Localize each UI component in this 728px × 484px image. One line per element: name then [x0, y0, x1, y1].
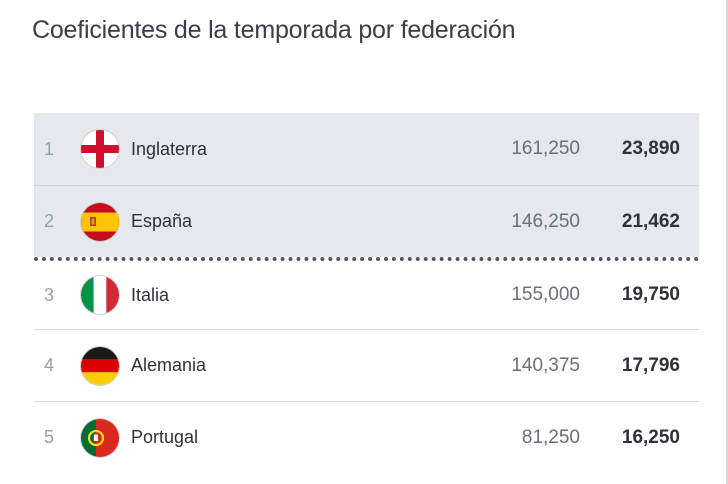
- country-name: Italia: [131, 284, 170, 305]
- pro-value: 16,250: [621, 426, 680, 448]
- table-row[interactable]: 5 Portugal 81,250 16,250: [34, 401, 699, 473]
- country-name: Inglaterra: [131, 138, 208, 159]
- portugal-flag-icon: [81, 418, 119, 457]
- page-title: Coeficientes de la temporada por federac…: [32, 16, 516, 44]
- rank-number: 1: [44, 138, 55, 159]
- table-row[interactable]: 1 Inglaterra 161,250 23,890: [34, 113, 699, 185]
- pro-value: 19,750: [621, 284, 680, 305]
- pts-value: 140,375: [511, 354, 580, 376]
- pts-value: 155,000: [511, 284, 580, 305]
- pro-value: 23,890: [621, 138, 680, 159]
- pro-value: 17,796: [621, 354, 680, 376]
- table-row[interactable]: 4 Alemania 140,375 17,796: [34, 329, 699, 401]
- rank-number: 2: [44, 211, 55, 231]
- pts-value: 146,250: [511, 210, 580, 232]
- rank-number: 3: [44, 284, 55, 305]
- pro-value: 21,462: [621, 210, 680, 232]
- england-flag-icon: [81, 130, 119, 168]
- table-row[interactable]: 3 Italia 155,000 19,750: [34, 257, 699, 329]
- ranking-table: 1 Inglaterra 161,250 23,890 2: [34, 113, 699, 473]
- germany-flag-icon: [81, 346, 119, 385]
- rank-number: 4: [44, 355, 55, 375]
- rank-number: 5: [44, 427, 55, 447]
- country-name: Alemania: [131, 355, 207, 375]
- pts-value: 161,250: [511, 138, 580, 159]
- country-name: Portugal: [131, 427, 199, 447]
- pts-value: 81,250: [521, 426, 580, 448]
- italy-flag-icon: [81, 276, 119, 314]
- country-name: España: [131, 211, 193, 231]
- spain-flag-icon: [81, 202, 119, 241]
- table-row[interactable]: 2 España 146,250 21,462: [34, 185, 699, 257]
